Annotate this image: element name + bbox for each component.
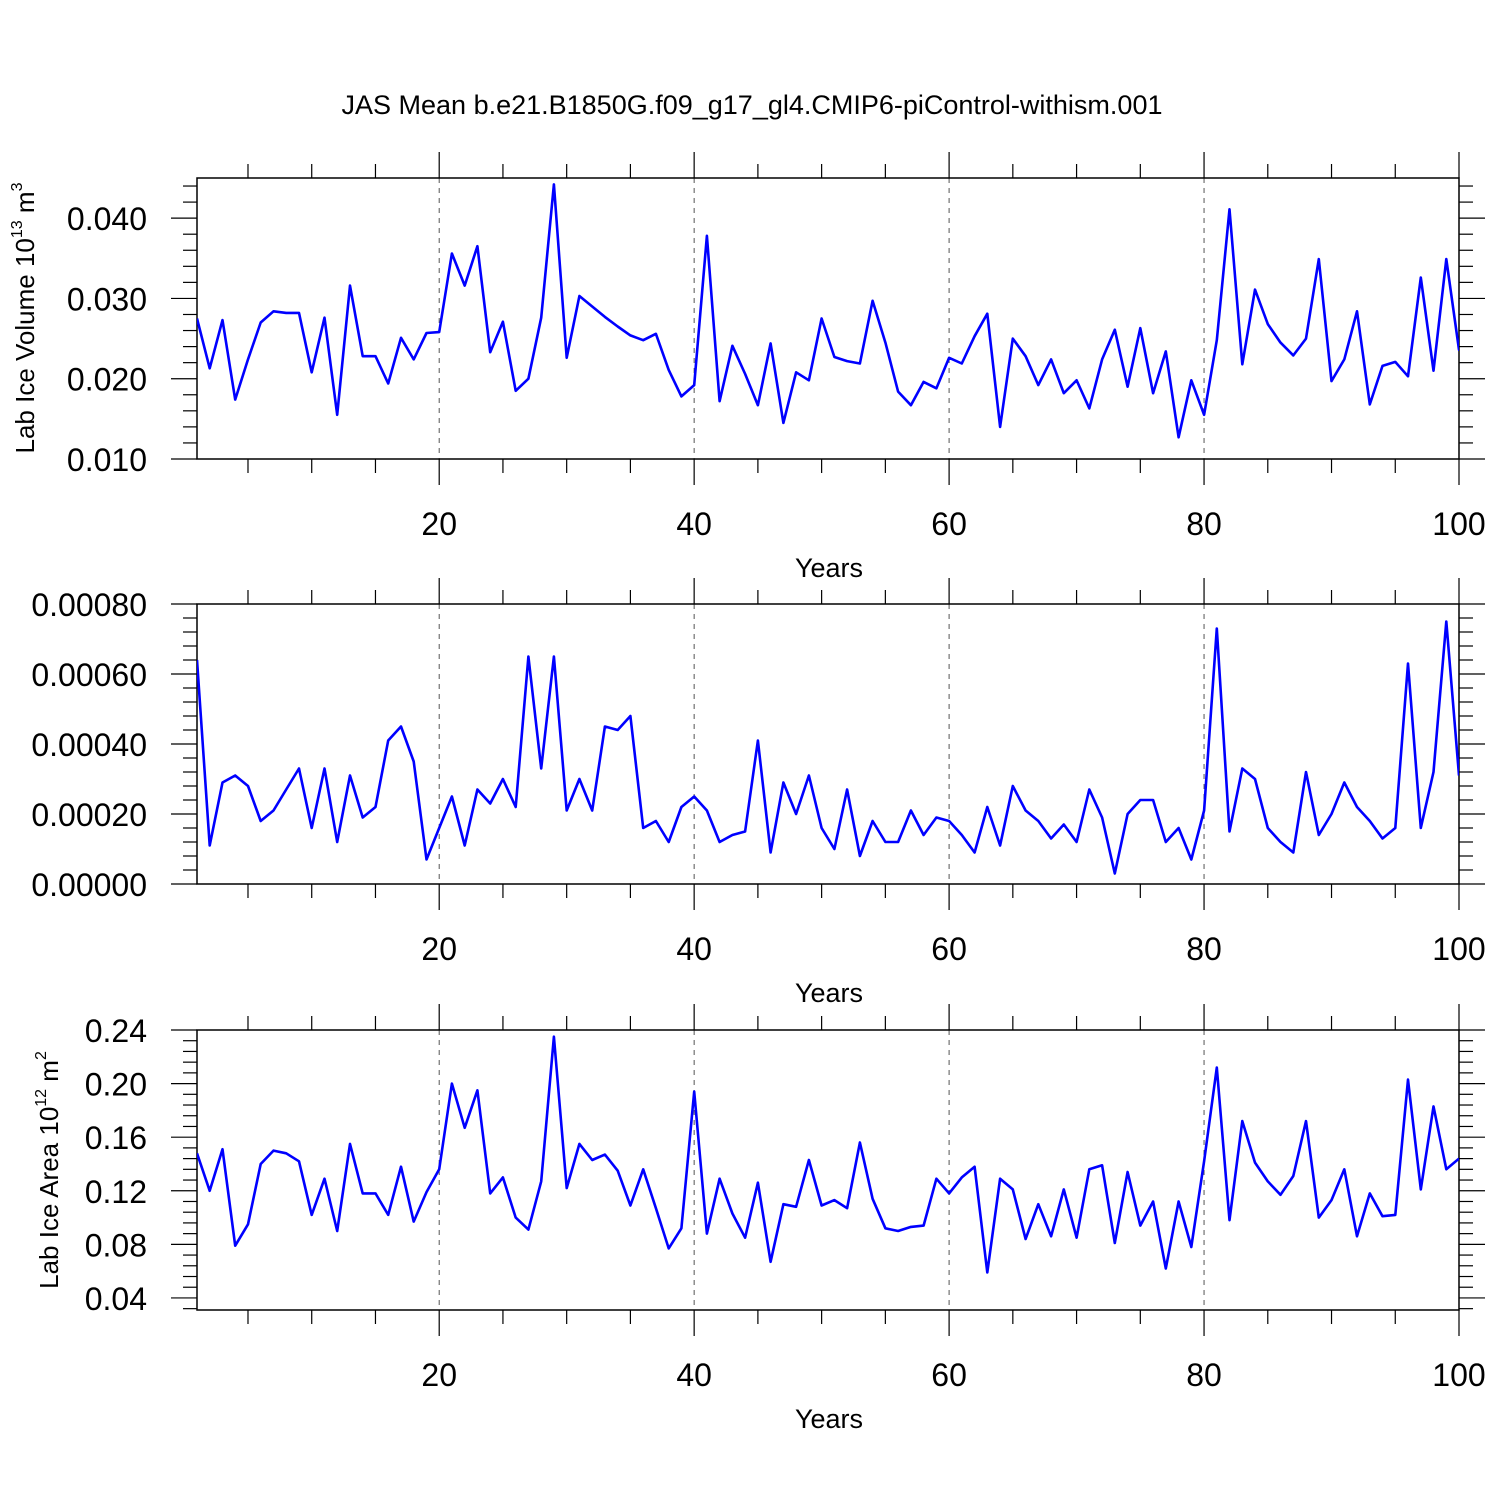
x-tick-label: 80 — [1186, 1357, 1222, 1393]
x-tick-label: 60 — [931, 931, 967, 967]
panels-container: 20 40 60 80 100 Years 0.010 0.020 0.030 0.040 Lab … — [0, 152, 1486, 1434]
panel-1: 20 40 60 80 100 Years 0.010 0.020 0.030 0.040 Lab … — [9, 152, 1486, 583]
x-tick-label: 20 — [421, 931, 457, 967]
plot-frame — [196, 177, 1460, 460]
y-tick-label: 0.00040 — [31, 727, 147, 763]
series-line — [197, 620, 1459, 875]
y-tick-label: 0.020 — [67, 362, 147, 398]
x-tick-label: 100 — [1432, 506, 1485, 542]
panel-2: 20 40 60 80 100 Years 0.00000 0.00020 0.00040 0.0… — [0, 578, 1486, 1008]
y-tick-label: 0.16 — [85, 1120, 147, 1156]
y-axis-label-exp: 12 — [33, 1089, 50, 1107]
y-axis-label-unit-exp: 3 — [9, 182, 26, 191]
x-tick-label: 20 — [421, 506, 457, 542]
y-tick-label: 0.040 — [67, 201, 147, 237]
y-tick-label: 0.00020 — [31, 797, 147, 833]
x-tick-label: 80 — [1186, 506, 1222, 542]
y-tick-label: 0.24 — [85, 1013, 147, 1049]
x-tick-label: 40 — [676, 506, 712, 542]
y-axis-label-text: Lab Snow Volume 10 — [0, 649, 2, 895]
x-tick-label: 100 — [1432, 931, 1485, 967]
y-tick-label: 0.04 — [85, 1281, 147, 1317]
y-tick-label: 0.00080 — [31, 587, 147, 623]
x-tick-label: 60 — [931, 1357, 967, 1393]
y-axis-label-unit-exp: 2 — [33, 1051, 50, 1060]
series-line — [197, 1035, 1459, 1274]
y-axis-label-unit: m — [0, 602, 2, 631]
x-tick-label: 20 — [421, 1357, 457, 1393]
y-axis-label-unit: m — [10, 191, 40, 220]
y-tick-label: 0.00060 — [31, 657, 147, 693]
y-tick-label: 0.12 — [85, 1174, 147, 1210]
y-tick-label: 0.08 — [85, 1227, 147, 1263]
y-axis-label: Lab Ice Volume 1013 m3 — [9, 182, 40, 453]
x-tick-label: 40 — [676, 931, 712, 967]
y-axis-label: Lab Snow Volume 1013 m3 — [0, 593, 2, 894]
chart-title: JAS Mean b.e21.B1850G.f09_g17_gl4.CMIP6-… — [342, 90, 1163, 120]
panel-3: 20 40 60 80 100 Years 0.04 0.08 0.12 0.16 0.20 0.24… — [33, 1004, 1486, 1434]
series-line — [197, 183, 1459, 439]
y-axis-label: Lab Ice Area 1012 m2 — [33, 1051, 64, 1289]
y-tick-label: 0.00000 — [31, 867, 147, 903]
plot-frame — [196, 1029, 1460, 1311]
x-axis-label: Years — [795, 553, 863, 583]
x-tick-label: 40 — [676, 1357, 712, 1393]
y-tick-label: 0.030 — [67, 281, 147, 317]
x-tick-label: 80 — [1186, 931, 1222, 967]
y-axis-label-text: Lab Ice Area 10 — [34, 1107, 64, 1289]
y-tick-label: 0.010 — [67, 442, 147, 478]
x-axis-label: Years — [795, 1404, 863, 1434]
y-axis-label-unit: m — [34, 1060, 64, 1089]
y-tick-label: 0.20 — [85, 1067, 147, 1103]
y-axis-label-exp: 13 — [9, 220, 26, 238]
x-tick-label: 60 — [931, 506, 967, 542]
x-axis-label: Years — [795, 978, 863, 1008]
x-tick-label: 100 — [1432, 1357, 1485, 1393]
y-axis-label-text: Lab Ice Volume 10 — [10, 238, 40, 453]
